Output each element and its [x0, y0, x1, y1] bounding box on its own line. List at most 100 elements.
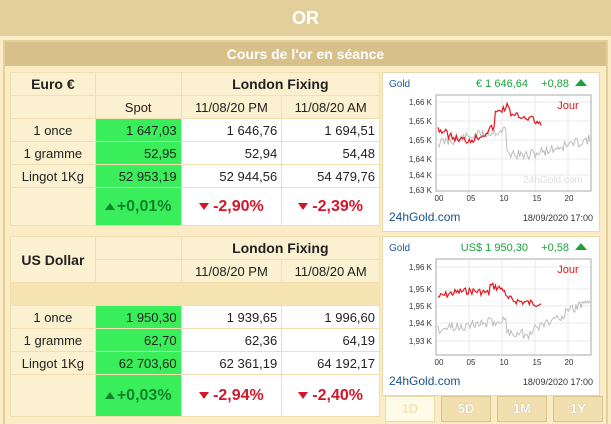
- fixing-pm-variation: -2,94%: [180, 374, 283, 417]
- chart-price: € 1 646,64: [476, 78, 528, 90]
- up-arrow-icon: [575, 79, 587, 86]
- spot-value: 52,95: [94, 141, 182, 165]
- gold-eur-chart[interactable]: Gold € 1 646,64 +0,88 Jour 24hGold.com 1…: [382, 72, 600, 232]
- fixing-am-value: 1 996,60: [281, 305, 380, 329]
- down-arrow-icon: [199, 391, 210, 399]
- fixing-pm-value: 1 646,76: [180, 118, 283, 142]
- chart-date: 18/09/2020 17:00: [523, 377, 593, 387]
- down-arrow-icon: [298, 202, 309, 210]
- x-tick-label: 00: [435, 358, 444, 367]
- chart-date: 18/09/2020 17:00: [523, 213, 593, 223]
- today-line: [437, 281, 542, 307]
- fixing-am-value: 64 192,17: [281, 351, 380, 375]
- x-tick-label: 00: [435, 194, 444, 203]
- row-label: 1 gramme: [10, 141, 96, 165]
- currency-label: Euro €: [10, 72, 96, 96]
- section-title: Cours de l'or en séance: [5, 42, 606, 66]
- fixing-am-header: 11/08/20 AM: [281, 259, 380, 283]
- chart-price: US$ 1 950,30: [461, 242, 528, 254]
- down-arrow-icon: [298, 391, 309, 399]
- chart-name: Gold: [389, 243, 410, 254]
- y-tick-label: 1,93 K: [409, 337, 433, 346]
- row-label: 1 once: [10, 118, 96, 142]
- fixing-pm-value: 52,94: [180, 141, 283, 165]
- table-row: 1 gramme 52,95 52,94 54,48: [10, 141, 380, 165]
- period-label: Jour: [557, 100, 579, 112]
- fixing-am-value: 54 479,76: [281, 164, 380, 188]
- x-tick-label: 10: [500, 358, 509, 367]
- fixing-pm-value: 62,36: [180, 328, 283, 352]
- chart-change: +0,58: [541, 242, 569, 254]
- table-row: Lingot 1Kg 52 953,19 52 944,56 54 479,76: [10, 164, 380, 188]
- watermark: 24hGold.com: [523, 175, 582, 186]
- down-arrow-icon: [199, 202, 210, 210]
- table-row: 1 once 1 647,03 1 646,76 1 694,51: [10, 118, 380, 142]
- x-tick-label: 15: [533, 194, 542, 203]
- content-frame: [3, 40, 608, 424]
- london-fixing-label: London Fixing: [180, 72, 381, 96]
- y-tick-label: 1,65 K: [409, 136, 433, 145]
- y-tick-label: 1,64 K: [409, 155, 433, 164]
- chart-change: +0,88: [541, 78, 569, 90]
- y-tick-label: 1,66 K: [409, 98, 433, 107]
- fixing-pm-variation: -2,90%: [180, 187, 283, 226]
- previous-day-line: [437, 126, 591, 161]
- y-tick-label: 1,94 K: [409, 319, 433, 328]
- up-arrow-icon: [104, 391, 115, 399]
- spot-value: 1 950,30: [94, 305, 182, 329]
- x-tick-label: 05: [467, 358, 476, 367]
- fixing-pm-value: 52 944,56: [180, 164, 283, 188]
- spot-variation: +0,03%: [94, 374, 182, 417]
- fixing-pm-header: 11/08/20 PM: [180, 259, 283, 283]
- table-row: 1 gramme 62,70 62,36 64,19: [10, 328, 380, 352]
- fixing-am-value: 54,48: [281, 141, 380, 165]
- fixing-am-value: 64,19: [281, 328, 380, 352]
- currency-label: US Dollar: [10, 236, 96, 283]
- x-tick-label: 05: [467, 194, 476, 203]
- spot-value: 62 703,60: [94, 351, 182, 375]
- spot-variation: +0,01%: [94, 187, 182, 226]
- table-row: 1 once 1 950,30 1 939,65 1 996,60: [10, 305, 380, 329]
- page-title: OR: [0, 0, 611, 36]
- period-selector: 1D 5D 1M 1Y: [385, 396, 603, 422]
- chart-name: Gold: [389, 79, 410, 90]
- spot-value: 52 953,19: [94, 164, 182, 188]
- y-tick-label: 1,63 K: [409, 186, 433, 195]
- row-label: Lingot 1Kg: [10, 351, 96, 375]
- x-tick-label: 20: [565, 358, 574, 367]
- fixing-am-variation: -2,40%: [281, 374, 380, 417]
- today-line: [437, 101, 542, 144]
- fixing-am-variation: -2,39%: [281, 187, 380, 226]
- row-label: 1 once: [10, 305, 96, 329]
- euro-quotes-table: Euro € London Fixing Spot 11/08/20 PM 11…: [10, 72, 381, 226]
- fixing-pm-header: 11/08/20 PM: [180, 95, 283, 119]
- usd-quotes-table: US Dollar London Fixing 11/08/20 PM 11/0…: [10, 236, 381, 417]
- fixing-am-value: 1 694,51: [281, 118, 380, 142]
- london-fixing-label: London Fixing: [180, 236, 381, 260]
- gold-usd-chart[interactable]: Gold US$ 1 950,30 +0,58 Jour 1,96 K 1,95…: [382, 236, 600, 396]
- previous-day-line: [437, 299, 591, 341]
- spot-value: 1 647,03: [94, 118, 182, 142]
- period-button-5d[interactable]: 5D: [441, 396, 491, 422]
- site-label: 24hGold.com: [389, 374, 460, 388]
- plot-area: [435, 258, 592, 356]
- period-button-1m[interactable]: 1M: [497, 396, 547, 422]
- row-label: 1 gramme: [10, 328, 96, 352]
- x-tick-label: 10: [500, 194, 509, 203]
- y-tick-label: 1,65 K: [409, 117, 433, 126]
- spot-header: Spot: [94, 95, 182, 119]
- site-label: 24hGold.com: [389, 210, 460, 224]
- x-tick-label: 20: [565, 194, 574, 203]
- row-label: Lingot 1Kg: [10, 164, 96, 188]
- table-row: Lingot 1Kg 62 703,60 62 361,19 64 192,17: [10, 351, 380, 375]
- spot-value: 62,70: [94, 328, 182, 352]
- y-tick-label: 1,95 K: [409, 285, 433, 294]
- period-button-1d[interactable]: 1D: [385, 396, 435, 422]
- up-arrow-icon: [104, 202, 115, 210]
- y-tick-label: 1,96 K: [409, 263, 433, 272]
- period-button-1y[interactable]: 1Y: [553, 396, 603, 422]
- period-label: Jour: [557, 264, 579, 276]
- y-tick-label: 1,95 K: [409, 302, 433, 311]
- up-arrow-icon: [575, 243, 587, 250]
- fixing-pm-value: 62 361,19: [180, 351, 283, 375]
